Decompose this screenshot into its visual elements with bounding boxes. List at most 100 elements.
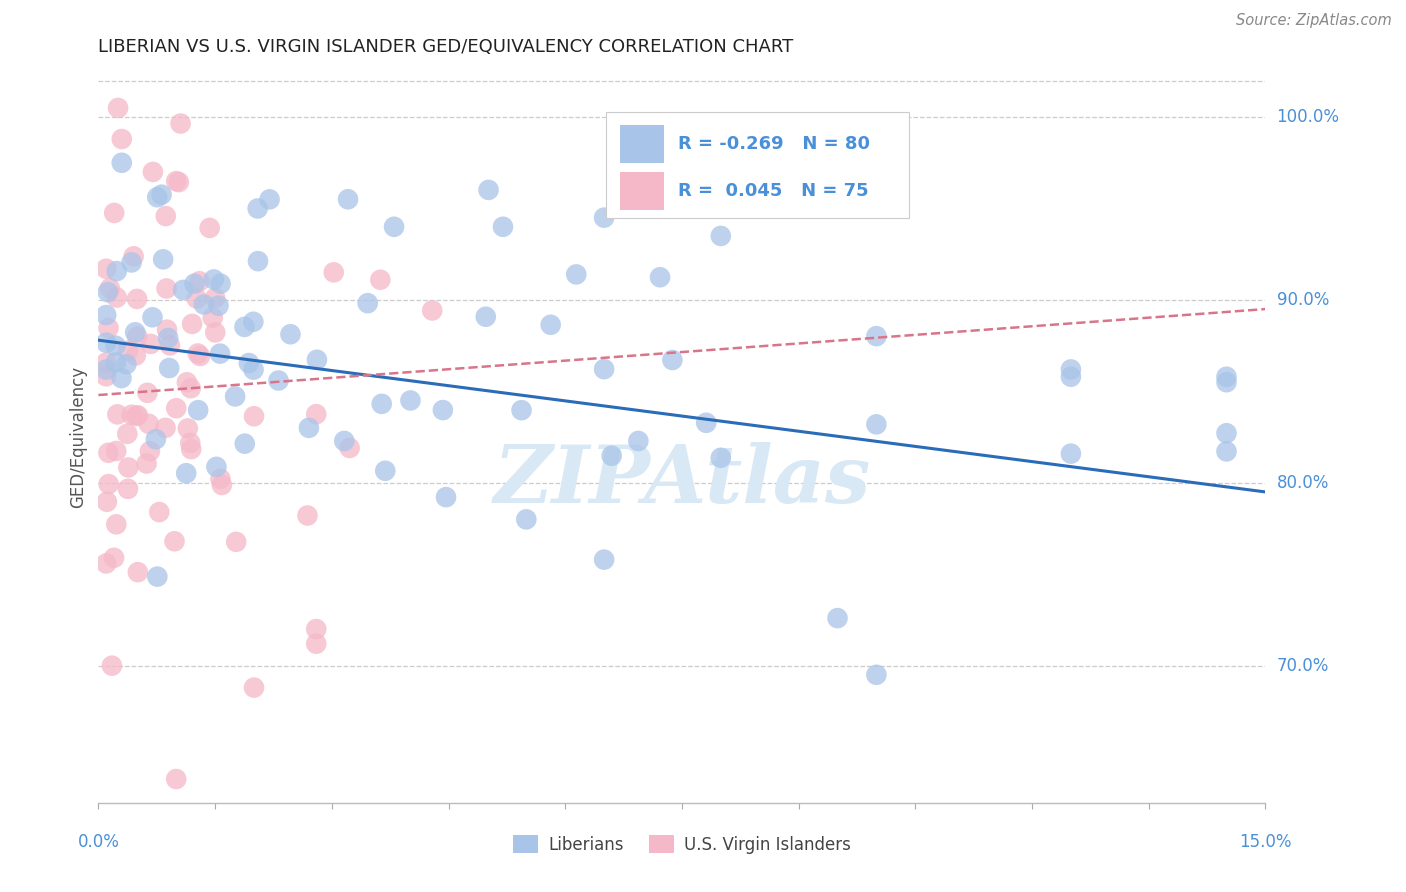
Point bbox=[305, 352, 328, 367]
Point bbox=[297, 508, 319, 523]
Point bbox=[150, 187, 173, 202]
Point bbox=[155, 281, 177, 295]
Text: 0.0%: 0.0% bbox=[77, 833, 120, 851]
Point bbox=[127, 329, 149, 343]
Point bbox=[96, 335, 118, 350]
Point bbox=[374, 464, 396, 478]
Bar bbox=[620, 172, 665, 211]
Point bbox=[565, 268, 588, 282]
Point bbox=[207, 299, 229, 313]
Point bbox=[1060, 362, 1083, 376]
Point bbox=[105, 291, 128, 305]
Point bbox=[117, 482, 139, 496]
Point bbox=[145, 432, 167, 446]
Point bbox=[298, 421, 321, 435]
Point bbox=[169, 117, 191, 131]
FancyBboxPatch shape bbox=[606, 112, 910, 218]
Point bbox=[148, 505, 170, 519]
Point bbox=[155, 421, 177, 435]
Point bbox=[163, 534, 186, 549]
Point bbox=[233, 436, 256, 450]
Point bbox=[477, 183, 499, 197]
Point bbox=[187, 403, 209, 417]
Point bbox=[204, 326, 226, 340]
Text: 80.0%: 80.0% bbox=[1277, 474, 1329, 491]
Point bbox=[242, 362, 264, 376]
Point bbox=[492, 219, 515, 234]
Point bbox=[224, 389, 246, 403]
Point bbox=[177, 421, 200, 435]
Point bbox=[135, 457, 157, 471]
Text: 90.0%: 90.0% bbox=[1277, 291, 1329, 309]
Point bbox=[202, 272, 225, 286]
Point bbox=[593, 211, 616, 225]
Point bbox=[710, 450, 733, 465]
Point bbox=[420, 303, 443, 318]
Point bbox=[370, 397, 392, 411]
Point bbox=[179, 435, 201, 450]
Point bbox=[233, 319, 256, 334]
Point bbox=[695, 416, 717, 430]
Point bbox=[600, 449, 623, 463]
Point bbox=[124, 326, 146, 340]
Point bbox=[96, 261, 118, 276]
Point bbox=[146, 569, 169, 583]
Point bbox=[157, 331, 180, 345]
Point bbox=[225, 534, 247, 549]
Point bbox=[827, 611, 849, 625]
Point bbox=[156, 323, 179, 337]
Point bbox=[474, 310, 496, 324]
Point bbox=[243, 409, 266, 424]
Point bbox=[180, 381, 202, 395]
Point bbox=[122, 249, 145, 263]
Point bbox=[209, 472, 232, 486]
Point bbox=[103, 550, 125, 565]
Point bbox=[138, 417, 160, 431]
Point bbox=[96, 495, 118, 509]
Point bbox=[305, 637, 328, 651]
Bar bbox=[620, 125, 665, 163]
Text: R = -0.269   N = 80: R = -0.269 N = 80 bbox=[679, 135, 870, 153]
Point bbox=[188, 274, 211, 288]
Point bbox=[97, 446, 120, 460]
Point bbox=[176, 376, 198, 390]
Point bbox=[710, 228, 733, 243]
Point bbox=[246, 202, 269, 216]
Point bbox=[382, 219, 405, 234]
Point bbox=[357, 296, 380, 310]
Point bbox=[399, 393, 422, 408]
Point bbox=[322, 265, 344, 279]
Text: R =  0.045   N = 75: R = 0.045 N = 75 bbox=[679, 182, 869, 201]
Point bbox=[187, 346, 209, 360]
Point bbox=[432, 403, 454, 417]
Point bbox=[259, 192, 281, 206]
Point bbox=[96, 355, 118, 369]
Point bbox=[121, 408, 143, 422]
Text: Source: ZipAtlas.com: Source: ZipAtlas.com bbox=[1236, 13, 1392, 29]
Point bbox=[515, 512, 537, 526]
Point bbox=[121, 255, 143, 269]
Point bbox=[510, 403, 533, 417]
Point bbox=[136, 385, 159, 400]
Point bbox=[243, 681, 266, 695]
Text: 70.0%: 70.0% bbox=[1277, 657, 1329, 674]
Point bbox=[188, 349, 211, 363]
Text: LIBERIAN VS U.S. VIRGIN ISLANDER GED/EQUIVALENCY CORRELATION CHART: LIBERIAN VS U.S. VIRGIN ISLANDER GED/EQU… bbox=[98, 38, 793, 56]
Point bbox=[1060, 369, 1083, 384]
Point bbox=[110, 371, 132, 385]
Point bbox=[97, 285, 120, 300]
Point bbox=[96, 308, 118, 322]
Point bbox=[593, 362, 616, 376]
Point bbox=[370, 273, 392, 287]
Point bbox=[337, 192, 360, 206]
Point bbox=[339, 441, 361, 455]
Text: 100.0%: 100.0% bbox=[1277, 108, 1340, 126]
Point bbox=[205, 459, 228, 474]
Point bbox=[165, 401, 187, 416]
Point bbox=[117, 426, 139, 441]
Point bbox=[125, 409, 148, 423]
Point bbox=[103, 206, 125, 220]
Legend: Liberians, U.S. Virgin Islanders: Liberians, U.S. Virgin Islanders bbox=[506, 829, 858, 860]
Point bbox=[157, 361, 180, 376]
Point bbox=[146, 190, 169, 204]
